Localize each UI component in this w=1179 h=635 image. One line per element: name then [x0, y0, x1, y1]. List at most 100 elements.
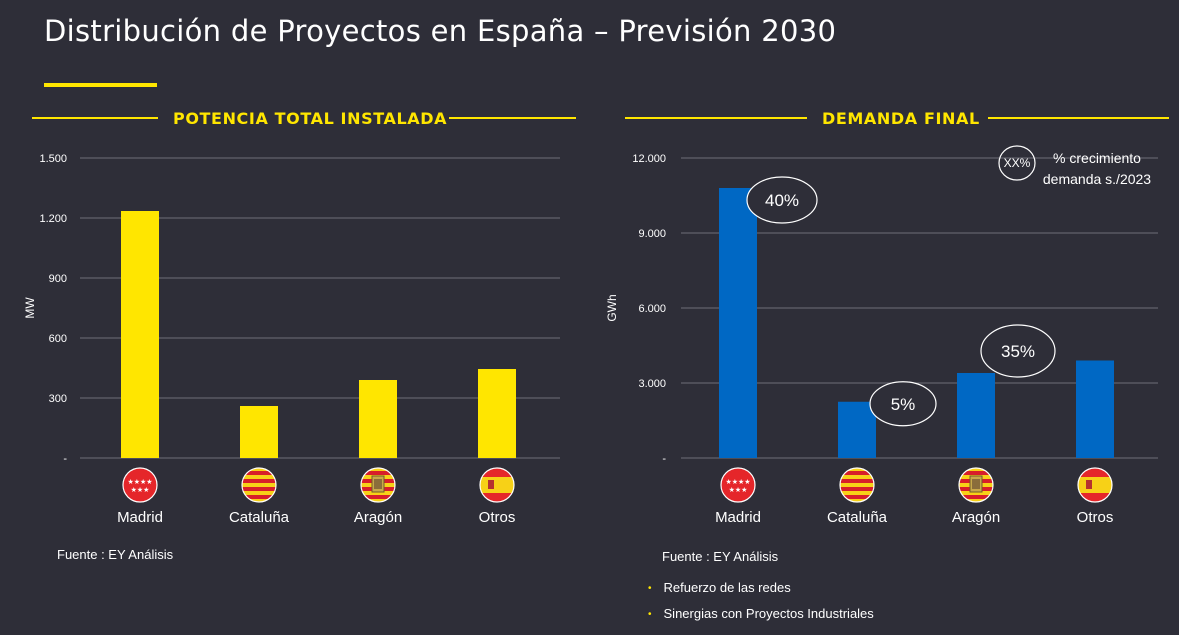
spain-flag-icon [479, 467, 515, 503]
flag-body: ★★★★★★★ [123, 468, 157, 502]
flag-body [242, 468, 276, 502]
flag-shield-inner [972, 479, 980, 489]
spain-flag-icon [1077, 467, 1113, 503]
legend-bubble-symbol: XX% [1004, 156, 1031, 170]
flag-border [479, 467, 515, 503]
y-tick-label: 900 [49, 273, 67, 285]
flag-stripe [840, 495, 874, 499]
bullet-text: Refuerzo de las redes [663, 580, 791, 595]
flag-stripe [840, 487, 874, 491]
legend-bubble-icon [998, 145, 1036, 181]
category-label: Madrid [117, 509, 163, 526]
cataluna-flag-icon [241, 467, 277, 503]
growth-bubble-label: 35% [1001, 342, 1035, 361]
aragon-flag-icon [360, 467, 396, 503]
growth-bubble-icon [980, 324, 1056, 378]
bullet-dot-icon: • [648, 583, 652, 594]
aragon-flag-icon [958, 467, 994, 503]
flag-border [241, 467, 277, 503]
flag-stars: ★★★★ [127, 478, 152, 486]
bar-madrid [719, 188, 757, 458]
bar-cataluña [240, 406, 278, 458]
y-tick-label: 300 [49, 393, 67, 405]
category-label: Cataluña [229, 509, 290, 526]
left-section-rule-right [449, 117, 576, 119]
flag-stripe [840, 479, 874, 483]
flag-stripe [959, 495, 993, 499]
legend-text-line1: % crecimiento [1053, 150, 1141, 166]
flag-stars: ★★★ [729, 486, 748, 494]
flag-body [361, 468, 395, 502]
category-label: Madrid [715, 509, 761, 526]
right-section-rule-left [625, 117, 807, 119]
y-tick-label: 6.000 [638, 303, 666, 315]
right-source-note: Fuente : EY Análisis [662, 549, 779, 564]
flag-stripe [361, 495, 395, 499]
flag-border [360, 467, 396, 503]
flag-border [1077, 467, 1113, 503]
y-tick-label: 1.500 [39, 153, 67, 165]
flag-stripe [242, 495, 276, 499]
left-source-note: Fuente : EY Análisis [57, 547, 174, 562]
flag-band-top [480, 468, 514, 477]
flag-stripe [242, 471, 276, 475]
flag-emblem [488, 480, 494, 489]
category-label: Otros [1077, 509, 1114, 526]
flag-border [839, 467, 875, 503]
bar-aragón [957, 373, 995, 458]
growth-bubble-icon [869, 381, 937, 427]
flag-body [480, 468, 514, 502]
flag-stripe [242, 487, 276, 491]
y-tick-label: 3.000 [638, 378, 666, 390]
flag-emblem [1086, 480, 1092, 489]
flag-field [721, 468, 755, 502]
y-tick-label: 600 [49, 333, 67, 345]
left-section-title: POTENCIA TOTAL INSTALADA [173, 109, 448, 128]
flag-stripe [840, 471, 874, 475]
madrid-flag-icon: ★★★★★★★ [122, 467, 158, 503]
flag-band-top [1078, 468, 1112, 477]
bar-aragón [359, 380, 397, 458]
madrid-flag-icon: ★★★★★★★ [720, 467, 756, 503]
flag-stripe [361, 471, 395, 475]
growth-bubble-label: 5% [891, 395, 916, 414]
growth-legend: XX% % crecimiento demanda s./2023 [998, 145, 1151, 187]
bullet-dot-icon: • [648, 609, 652, 620]
right-section-title: DEMANDA FINAL [822, 109, 980, 128]
flag-stripe [959, 471, 993, 475]
y-tick-label: - [63, 453, 67, 465]
category-label: Cataluña [827, 509, 888, 526]
demand-chart: - 3.000 6.000 9.000 12.000 GWh ★★★★★★★ Madrid Ca… [605, 153, 1158, 526]
growth-bubble-icon [746, 176, 818, 224]
category-label: Aragón [952, 509, 1000, 526]
flag-border [958, 467, 994, 503]
bar-otros [478, 369, 516, 458]
bullet-text: Sinergias con Proyectos Industriales [663, 606, 874, 621]
title-underline [44, 83, 157, 87]
bar-madrid [121, 211, 159, 458]
y-tick-label: 1.200 [39, 213, 67, 225]
power-chart: - 300 600 900 1.200 1.500 MW ★★★★★★★ Madrid Catal… [23, 153, 560, 526]
flag-field [123, 468, 157, 502]
y-axis-label: GWh [605, 294, 619, 321]
bar-cataluña [838, 401, 876, 458]
flag-band-bottom [1078, 493, 1112, 502]
flag-stripe [242, 479, 276, 483]
legend-text-line2: demanda s./2023 [1043, 171, 1151, 187]
flag-body [1078, 468, 1112, 502]
flag-border [122, 467, 158, 503]
page-title: Distribución de Proyectos en España – Pr… [44, 14, 837, 48]
flag-stars: ★★★★ [725, 478, 750, 486]
cataluna-flag-icon [839, 467, 875, 503]
category-label: Aragón [354, 509, 402, 526]
right-section-rule-right [988, 117, 1169, 119]
flag-band-bottom [480, 493, 514, 502]
bullet-item: • Refuerzo de las redes [648, 580, 791, 595]
flag-border [720, 467, 756, 503]
y-tick-label: 9.000 [638, 228, 666, 240]
growth-bubble-label: 40% [765, 191, 799, 210]
flag-body [840, 468, 874, 502]
left-section-rule-left [32, 117, 158, 119]
flag-body [959, 468, 993, 502]
y-tick-label: 12.000 [632, 153, 666, 165]
